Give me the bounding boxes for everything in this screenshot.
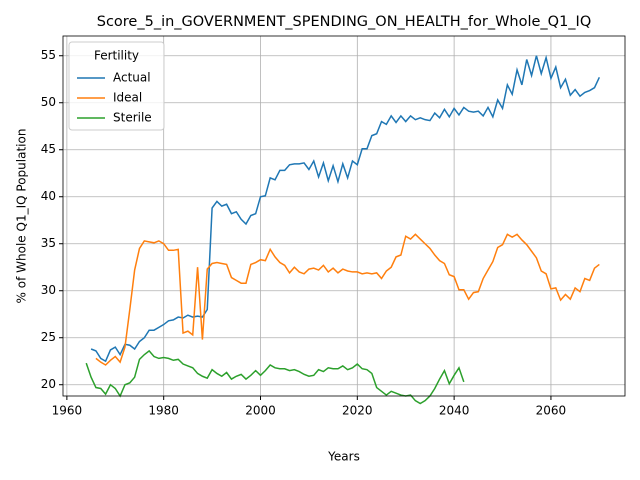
series-line xyxy=(95,233,600,366)
series-line xyxy=(85,349,465,405)
legend-label: Sterile xyxy=(113,111,152,125)
y-axis-label: % of Whole Q1_IQ Population xyxy=(15,129,29,304)
x-tick-label: 2040 xyxy=(439,404,470,418)
y-tick-label: 30 xyxy=(41,283,56,297)
y-tick-label: 20 xyxy=(41,377,56,391)
x-tick-label: 2000 xyxy=(245,404,276,418)
plot-frame xyxy=(62,35,626,397)
y-tick-label: 40 xyxy=(41,189,56,203)
series-line xyxy=(90,54,601,363)
chart-title: Score_5_in_GOVERNMENT_SPENDING_ON_HEALTH… xyxy=(97,14,592,30)
x-tick-label: 1980 xyxy=(148,404,179,418)
legend-label: Actual xyxy=(113,71,151,85)
x-tick-label: 2060 xyxy=(536,404,567,418)
y-tick-label: 55 xyxy=(41,48,56,62)
legend-box xyxy=(68,41,165,131)
legend-title: Fertility xyxy=(94,49,139,63)
x-tick-label: 1960 xyxy=(52,404,83,418)
y-tick-label: 45 xyxy=(41,142,56,156)
legend: Fertility Actual Ideal Sterile xyxy=(68,41,165,131)
x-axis-label: Years xyxy=(327,450,360,464)
x-tick-label: 2020 xyxy=(342,404,373,418)
y-tick-label: 35 xyxy=(41,236,56,250)
y-tick-label: 25 xyxy=(41,330,56,344)
legend-label: Ideal xyxy=(113,91,142,105)
y-tick-label: 50 xyxy=(41,95,56,109)
